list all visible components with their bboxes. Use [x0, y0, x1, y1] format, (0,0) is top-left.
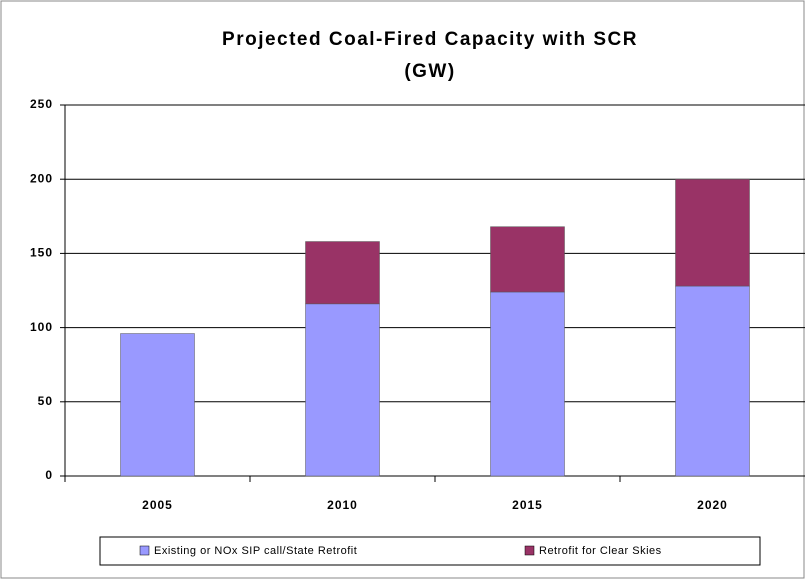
chart-title: Projected Coal-Fired Capacity with SCR: [222, 29, 638, 50]
legend-label: Existing or NOx SIP call/State Retrofit: [154, 545, 357, 557]
bar-segment: [490, 226, 565, 293]
legend-label: Retrofit for Clear Skies: [539, 545, 662, 557]
y-tick-label: 200: [30, 171, 53, 185]
y-tick-label: 100: [30, 320, 53, 334]
y-tick-label: 0: [45, 468, 53, 482]
x-tick-label: 2015: [512, 498, 543, 512]
y-tick-label: 250: [30, 97, 53, 111]
bar-segment: [120, 333, 195, 477]
x-tick-label: 2020: [697, 498, 728, 512]
legend-swatch: [524, 545, 535, 556]
bar-segment: [490, 291, 565, 477]
chart-subtitle: (GW): [404, 61, 455, 82]
x-tick-label: 2010: [327, 498, 358, 512]
y-tick-label: 50: [38, 394, 53, 408]
bar-segment: [675, 178, 750, 287]
y-tick-label: 150: [30, 246, 53, 260]
bar-segment: [675, 285, 750, 477]
legend-swatch: [139, 545, 150, 556]
x-tick-label: 2005: [142, 498, 173, 512]
bar-segment: [305, 303, 380, 477]
legend-box: [99, 536, 761, 566]
bar-segment: [305, 241, 380, 305]
